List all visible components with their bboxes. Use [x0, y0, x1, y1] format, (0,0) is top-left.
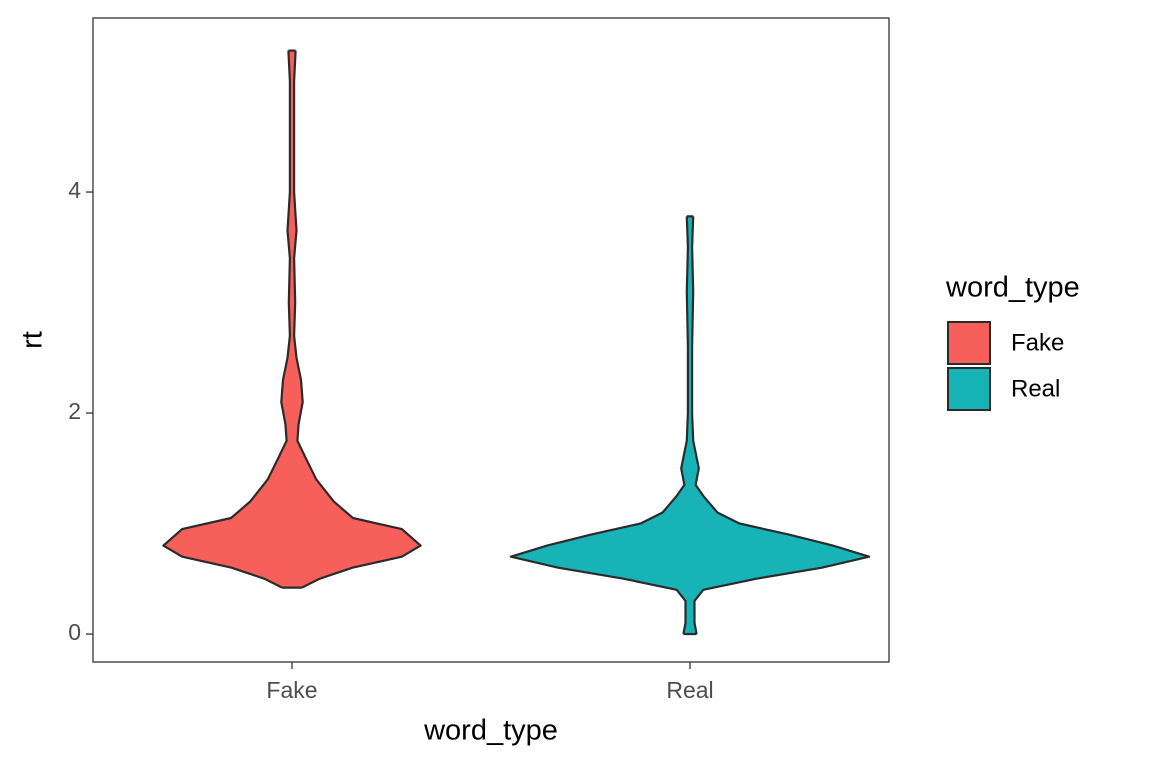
y-tick-label: 2 [68, 398, 81, 424]
violin-outline [509, 216, 689, 635]
legend-key [947, 321, 991, 365]
legend-label: Real [1011, 375, 1060, 402]
violin-outline [691, 216, 871, 635]
y-tick-label: 4 [68, 177, 81, 203]
violin-half-fill [163, 50, 292, 588]
violin-outline [293, 50, 422, 589]
y-tick-label: 0 [68, 619, 81, 645]
x-axis-title: word_type [423, 715, 558, 747]
violin-half-fill [292, 50, 421, 588]
violin-half-fill [510, 216, 690, 635]
x-tick-label: Real [666, 677, 713, 703]
violin-half-fill [690, 216, 870, 635]
violin-outline [162, 50, 291, 589]
legend-label: Fake [1011, 329, 1064, 356]
x-tick-label: Fake [266, 677, 317, 703]
y-axis-title: rt [17, 331, 49, 349]
legend-key [947, 367, 991, 411]
legend-title: word_type [945, 272, 1080, 304]
